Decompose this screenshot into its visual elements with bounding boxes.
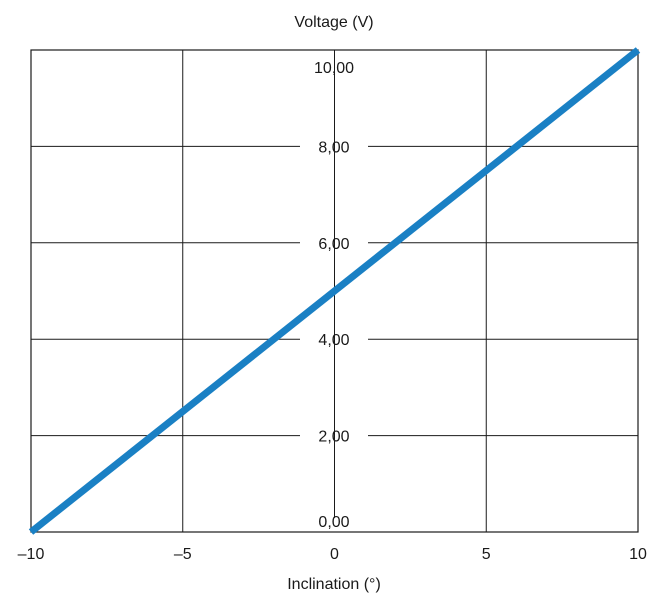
x-tick-label: 10 (629, 546, 647, 563)
grid (31, 50, 638, 532)
y-tick-label: 2,00 (318, 429, 349, 446)
y-tick-label: 8,00 (318, 139, 349, 156)
plot-frame (30, 49, 639, 533)
y-tick-labels: 0,00 2,00 4,00 6,00 8,00 10,00 (314, 60, 354, 531)
series-layer (28, 47, 641, 535)
y-axis-title: Voltage (V) (294, 14, 373, 31)
x-tick-labels: –10 –5 0 5 10 (18, 546, 647, 563)
y-tick-label: 0,00 (318, 514, 349, 531)
x-tick-label: 5 (482, 546, 491, 563)
y-tick-label: 10,00 (314, 60, 354, 77)
x-axis-title: Inclination (°) (287, 576, 381, 593)
y-tick-label: 4,00 (318, 332, 349, 349)
x-tick-label: 0 (330, 546, 339, 563)
x-tick-label: –5 (174, 546, 192, 563)
x-tick-label: –10 (18, 546, 45, 563)
series-line (28, 47, 641, 535)
y-tick-label: 6,00 (318, 236, 349, 253)
